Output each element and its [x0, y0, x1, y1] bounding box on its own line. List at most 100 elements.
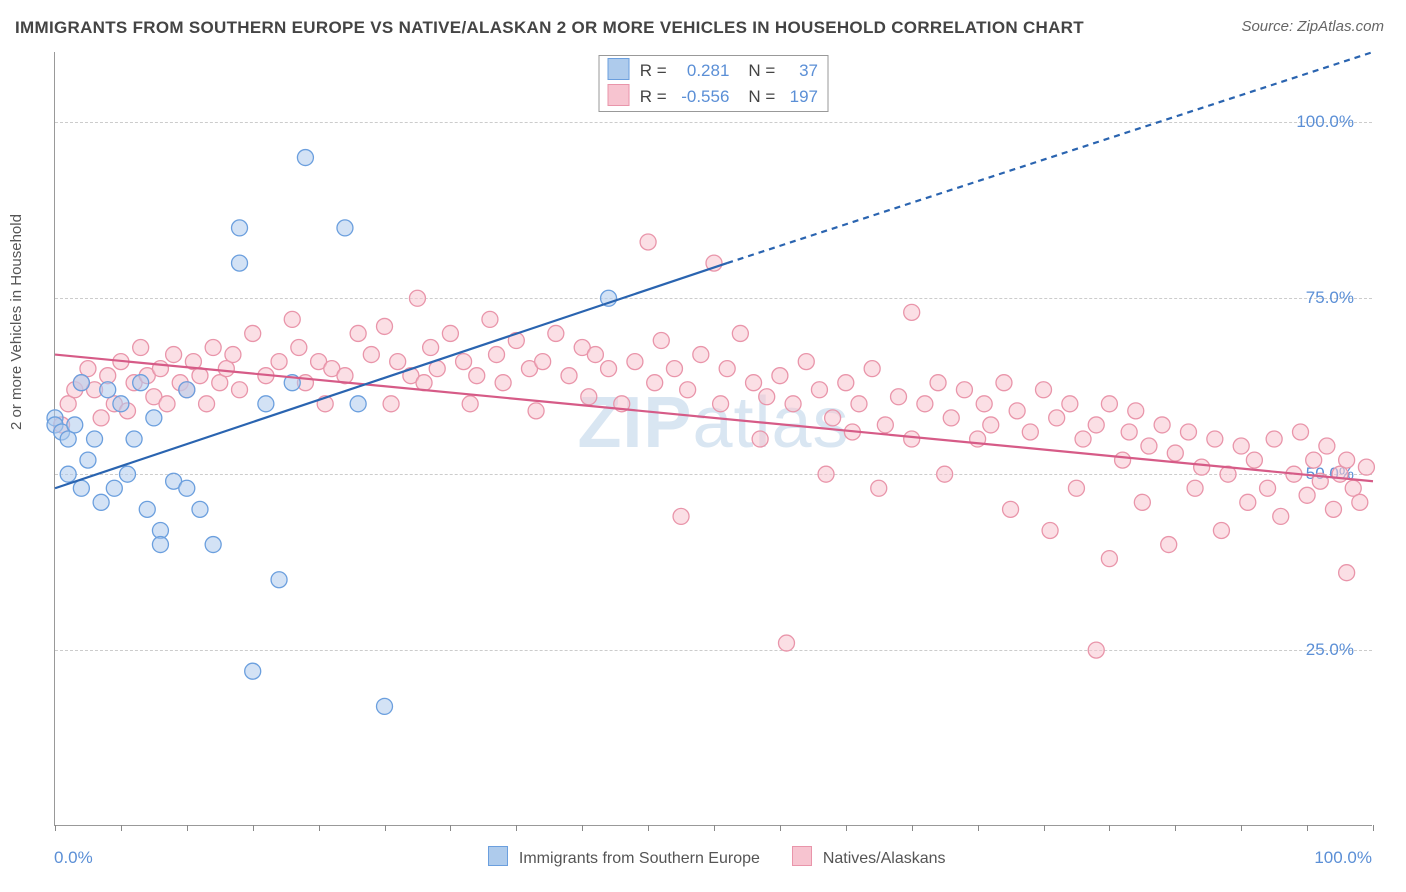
scatter-point	[680, 382, 696, 398]
scatter-point	[205, 537, 221, 553]
scatter-point	[93, 410, 109, 426]
scatter-point	[891, 389, 907, 405]
scatter-point	[225, 347, 241, 363]
scatter-point	[126, 431, 142, 447]
scatter-point	[561, 368, 577, 384]
scatter-point	[1207, 431, 1223, 447]
scatter-point	[258, 396, 274, 412]
scatter-point	[732, 325, 748, 341]
plot-area: ZIPatlas R = 0.281 N = 37 R = -0.556 N =…	[54, 52, 1372, 826]
scatter-point	[179, 480, 195, 496]
scatter-point	[409, 290, 425, 306]
scatter-point	[838, 375, 854, 391]
scatter-point	[666, 361, 682, 377]
scatter-point	[462, 396, 478, 412]
scatter-point	[1299, 487, 1315, 503]
scatter-point	[798, 354, 814, 370]
scatter-point	[60, 466, 76, 482]
scatter-point	[1213, 522, 1229, 538]
legend-label-pink: Natives/Alaskans	[823, 850, 946, 867]
scatter-point	[1358, 459, 1374, 475]
chart-title: IMMIGRANTS FROM SOUTHERN EUROPE VS NATIV…	[15, 18, 1084, 38]
scatter-point	[377, 318, 393, 334]
scatter-point	[601, 361, 617, 377]
scatter-point	[1352, 494, 1368, 510]
scatter-point	[337, 220, 353, 236]
chart-container: IMMIGRANTS FROM SOUTHERN EUROPE VS NATIV…	[0, 0, 1406, 892]
scatter-point	[785, 396, 801, 412]
scatter-point	[456, 354, 472, 370]
scatter-point	[1266, 431, 1282, 447]
stats-row-blue: R = 0.281 N = 37	[607, 58, 818, 84]
scatter-point	[1260, 480, 1276, 496]
scatter-point	[232, 220, 248, 236]
scatter-point	[1128, 403, 1144, 419]
scatter-point	[1003, 501, 1019, 517]
scatter-point	[1167, 445, 1183, 461]
scatter-point	[581, 389, 597, 405]
scatter-point	[1068, 480, 1084, 496]
scatter-point	[535, 354, 551, 370]
scatter-point	[917, 396, 933, 412]
stat-r-value: 0.281	[671, 58, 729, 84]
scatter-point	[205, 340, 221, 356]
scatter-point	[245, 663, 261, 679]
scatter-point	[640, 234, 656, 250]
scatter-point	[73, 480, 89, 496]
stats-legend-box: R = 0.281 N = 37 R = -0.556 N = 197	[598, 55, 829, 112]
legend-label-blue: Immigrants from Southern Europe	[519, 850, 760, 867]
scatter-point	[877, 417, 893, 433]
scatter-point	[1306, 452, 1322, 468]
scatter-point	[864, 361, 880, 377]
scatter-point	[904, 431, 920, 447]
scatter-point	[1319, 438, 1335, 454]
scatter-point	[423, 340, 439, 356]
scatter-point	[73, 375, 89, 391]
scatter-point	[482, 311, 498, 327]
scatter-point	[693, 347, 709, 363]
scatter-point	[1180, 424, 1196, 440]
scatter-point	[653, 332, 669, 348]
scatter-point	[1154, 417, 1170, 433]
scatter-point	[146, 410, 162, 426]
scatter-point	[811, 382, 827, 398]
scatter-point	[1134, 494, 1150, 510]
scatter-point	[271, 572, 287, 588]
scatter-point	[442, 325, 458, 341]
scatter-point	[930, 375, 946, 391]
scatter-point	[825, 410, 841, 426]
stat-n-label: N =	[748, 87, 775, 106]
scatter-point	[746, 375, 762, 391]
scatter-point	[377, 698, 393, 714]
stat-r-label: R =	[640, 61, 667, 80]
scatter-point	[469, 368, 485, 384]
scatter-point	[719, 361, 735, 377]
scatter-point	[943, 410, 959, 426]
scatter-point	[390, 354, 406, 370]
scatter-point	[1088, 417, 1104, 433]
scatter-point	[759, 389, 775, 405]
scatter-point	[904, 304, 920, 320]
scatter-point	[1075, 431, 1091, 447]
scatter-point	[1115, 452, 1131, 468]
scatter-point	[1062, 396, 1078, 412]
scatter-point	[976, 396, 992, 412]
scatter-point	[284, 311, 300, 327]
scatter-point	[416, 375, 432, 391]
scatter-point	[100, 382, 116, 398]
scatter-point	[1194, 459, 1210, 475]
stat-n-value: 37	[780, 58, 818, 84]
scatter-point	[133, 340, 149, 356]
scatter-point	[245, 325, 261, 341]
source-label: Source: ZipAtlas.com	[1241, 18, 1384, 35]
scatter-point	[139, 501, 155, 517]
scatter-point	[548, 325, 564, 341]
scatter-point	[627, 354, 643, 370]
scatter-point	[350, 396, 366, 412]
scatter-point	[1042, 522, 1058, 538]
scatter-point	[528, 403, 544, 419]
scatter-point	[1009, 403, 1025, 419]
scatter-point	[152, 537, 168, 553]
scatter-point	[363, 347, 379, 363]
bottom-legend: Immigrants from Southern Europe Natives/…	[0, 846, 1406, 868]
